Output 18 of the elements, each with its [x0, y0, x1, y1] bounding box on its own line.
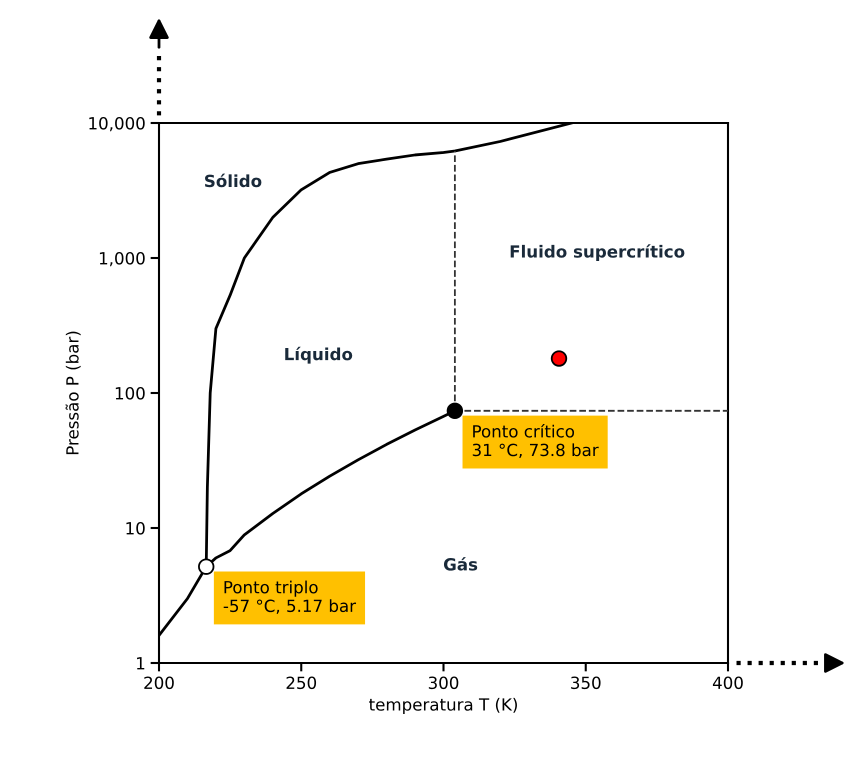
x-tick-label: 400: [712, 676, 743, 690]
data-label: Ponto crítico 31 °C, 73.8 bar: [472, 424, 599, 458]
annotation: Fluido supercrítico: [510, 244, 684, 261]
annotation: Sólido: [205, 174, 262, 188]
x-tick-label: 300: [428, 676, 458, 690]
x-axis-title: temperatura T (K): [369, 698, 517, 714]
x-tick-label: 350: [571, 676, 601, 690]
x-tick-label: 250: [286, 676, 316, 690]
annotation: Gás: [444, 557, 478, 571]
data-label: Ponto triplo -57 °C, 5.17 bar: [224, 580, 356, 614]
y-tick-label: 10: [126, 522, 145, 535]
y-tick-label: 1,000: [100, 252, 145, 266]
x-tick-label: 200: [144, 676, 174, 690]
annotation: Líquido: [285, 346, 352, 364]
y-tick-label: 10,000: [89, 116, 145, 132]
y-tick-label: 100: [116, 386, 145, 400]
y-tick-label: 1: [137, 657, 144, 670]
y-axis-title: Pressão P (bar): [66, 332, 81, 454]
